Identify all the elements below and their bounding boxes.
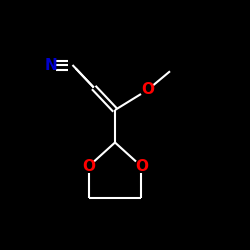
- Text: O: O: [135, 159, 148, 174]
- Text: O: O: [82, 159, 95, 174]
- Text: N: N: [45, 58, 58, 72]
- Text: O: O: [141, 82, 154, 98]
